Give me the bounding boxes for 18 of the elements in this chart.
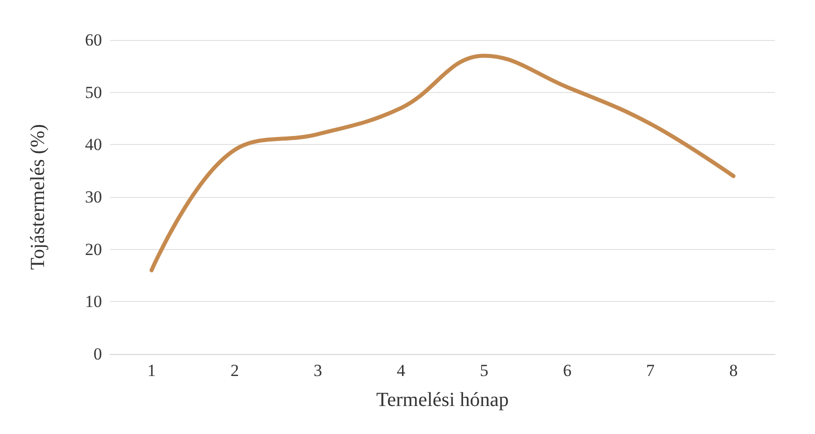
y-tick-label: 50 bbox=[85, 82, 102, 102]
y-tick-label: 40 bbox=[85, 135, 102, 154]
y-tick-label: 20 bbox=[85, 240, 102, 259]
x-tick-label: 3 bbox=[314, 361, 322, 380]
x-tick-label: 6 bbox=[562, 361, 572, 380]
y-tick-label: 60 bbox=[85, 30, 102, 50]
x-tick-label: 8 bbox=[729, 361, 738, 380]
x-tick-label: 5 bbox=[480, 361, 488, 380]
line-series bbox=[150, 54, 736, 272]
x-tick-label: 1 bbox=[147, 361, 156, 380]
y-tick-label: 30 bbox=[85, 188, 102, 206]
x-tick-label: 2 bbox=[230, 361, 239, 380]
y-axis-title: Tojástermelés (%) bbox=[27, 124, 49, 270]
y-tick-label: 10 bbox=[85, 292, 102, 312]
x-tick-label: 7 bbox=[646, 361, 656, 380]
y-tick-label: 0 bbox=[94, 344, 102, 364]
x-tick-label: 4 bbox=[396, 361, 406, 380]
x-axis-title: Termelési hónap bbox=[376, 389, 509, 411]
